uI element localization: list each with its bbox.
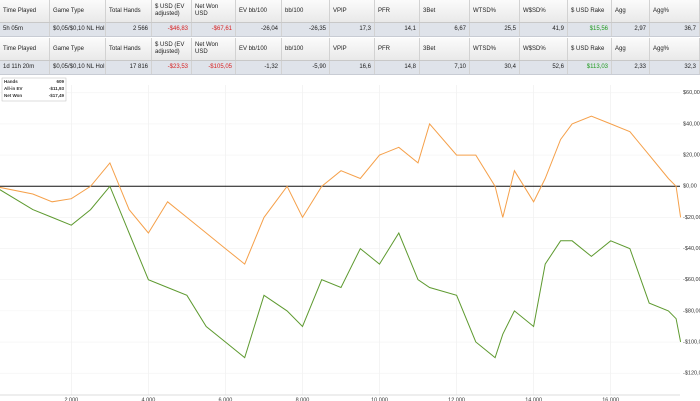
column-header[interactable]: Agg bbox=[612, 38, 650, 60]
graph: 2 000 4 000 6 000 8 000 10 000 12 000 14 000 16… bbox=[0, 76, 700, 401]
x-tick-label: 12 000 bbox=[448, 397, 465, 401]
column-header[interactable]: W$SD% bbox=[520, 38, 568, 60]
data-cell: -$105,05 bbox=[192, 61, 236, 74]
header-row: Time Played Game Type Total Hands $ USD (EV… bbox=[0, 0, 700, 23]
column-header[interactable]: Time Played bbox=[0, 38, 50, 60]
y-tick-label: -$120,00 bbox=[683, 371, 700, 377]
data-cell: -$23,53 bbox=[152, 61, 192, 74]
data-cell: 7,10 bbox=[420, 61, 470, 74]
data-cell: 2,97 bbox=[612, 23, 650, 36]
x-tick-label: 16 000 bbox=[602, 397, 619, 401]
y-tick-label: $0,00 bbox=[683, 184, 697, 190]
data-row: 1d 11h 20m $0,05/$0,10 NL Hol 17 816 -$23,5… bbox=[0, 61, 700, 75]
column-header[interactable]: Game Type bbox=[50, 0, 106, 22]
data-cell: 14,8 bbox=[375, 61, 420, 74]
column-header[interactable]: $ USD (EV adjusted) bbox=[152, 38, 192, 60]
data-cell: 41,9 bbox=[520, 23, 568, 36]
y-tick-label: -$80,00 bbox=[683, 308, 700, 314]
data-cell: 25,5 bbox=[470, 23, 520, 36]
header-row: Time Played Game Type Total Hands $ USD (EV… bbox=[0, 38, 700, 61]
x-tick-label: 2 000 bbox=[64, 397, 78, 401]
data-cell: 52,6 bbox=[520, 61, 568, 74]
data-cell: 2,33 bbox=[612, 61, 650, 74]
y-tick-label: $60,00 bbox=[683, 90, 700, 96]
column-header[interactable]: Agg bbox=[612, 0, 650, 22]
column-header[interactable]: Net Won USD bbox=[192, 0, 236, 22]
y-tick-label: -$100,00 bbox=[683, 339, 700, 345]
legend-label: Hands bbox=[4, 79, 18, 84]
data-cell: $113,03 bbox=[568, 61, 612, 74]
graph-background bbox=[0, 76, 700, 401]
column-header[interactable]: Net Won USD bbox=[192, 38, 236, 60]
column-header[interactable]: $ USD Rake bbox=[568, 0, 612, 22]
data-cell: 32,3 bbox=[650, 61, 700, 74]
y-tick-label: $20,00 bbox=[683, 153, 700, 159]
column-header[interactable]: Agg% bbox=[650, 0, 700, 22]
data-cell: 14,1 bbox=[375, 23, 420, 36]
x-tick-label: 8 000 bbox=[296, 397, 310, 401]
legend-value: -$11,93 bbox=[49, 86, 65, 91]
column-header[interactable]: Total Hands bbox=[106, 0, 152, 22]
series-line bbox=[0, 115, 682, 265]
column-header[interactable]: bb/100 bbox=[282, 0, 330, 22]
stats-table: Time Played Game Type Total Hands $ USD (EV… bbox=[0, 38, 700, 75]
column-header[interactable]: EV bb/100 bbox=[236, 0, 282, 22]
column-header[interactable]: W$SD% bbox=[520, 0, 568, 22]
column-header[interactable]: bb/100 bbox=[282, 38, 330, 60]
data-row: 5h 05m $0,05/$0,10 NL Hol 2 566 -$46,83 -$67… bbox=[0, 23, 700, 37]
legend-label: Net Won bbox=[4, 93, 22, 98]
y-tick-label: -$40,00 bbox=[683, 246, 700, 252]
data-cell: 2 566 bbox=[106, 23, 152, 36]
column-header[interactable]: PFR bbox=[375, 0, 420, 22]
data-cell: $15,56 bbox=[568, 23, 612, 36]
legend-box bbox=[1, 77, 67, 102]
x-tick-label: 4 000 bbox=[142, 397, 156, 401]
stats-legend: Hands 609 All-in EV -$11,93 Net Won -$17,49 bbox=[1, 77, 67, 102]
data-cell: -26,35 bbox=[282, 23, 330, 36]
data-cell: 5h 05m bbox=[0, 23, 50, 36]
column-header[interactable]: Total Hands bbox=[106, 38, 152, 60]
y-tick-label: -$20,00 bbox=[683, 215, 700, 221]
data-cell: $0,05/$0,10 NL Hol bbox=[50, 61, 106, 74]
data-cell: 6,67 bbox=[420, 23, 470, 36]
column-header[interactable]: EV bb/100 bbox=[236, 38, 282, 60]
data-cell: -5,90 bbox=[282, 61, 330, 74]
column-header[interactable]: $ USD (EV adjusted) bbox=[152, 0, 192, 22]
x-tick-label: 14 000 bbox=[525, 397, 542, 401]
data-cell: -$46,83 bbox=[152, 23, 192, 36]
data-cell: -26,04 bbox=[236, 23, 282, 36]
column-header[interactable]: VPIP bbox=[330, 0, 375, 22]
data-cell: 36,7 bbox=[650, 23, 700, 36]
column-header[interactable]: WTSD% bbox=[470, 38, 520, 60]
column-header[interactable]: PFR bbox=[375, 38, 420, 60]
data-cell: 1d 11h 20m bbox=[0, 61, 50, 74]
column-header[interactable]: VPIP bbox=[330, 38, 375, 60]
data-cell: 16,6 bbox=[330, 61, 375, 74]
data-cell: -$67,61 bbox=[192, 23, 236, 36]
stats-table: Time Played Game Type Total Hands $ USD (EV… bbox=[0, 0, 700, 37]
column-header[interactable]: Game Type bbox=[50, 38, 106, 60]
column-header[interactable]: $ USD Rake bbox=[568, 38, 612, 60]
data-cell: -1,32 bbox=[236, 61, 282, 74]
data-cell: $0,05/$0,10 NL Hol bbox=[50, 23, 106, 36]
column-header[interactable]: WTSD% bbox=[470, 0, 520, 22]
y-tick-label: $40,00 bbox=[683, 121, 700, 127]
y-tick-label: -$60,00 bbox=[683, 277, 700, 283]
x-tick-label: 10 000 bbox=[371, 397, 388, 401]
legend-label: All-in EV bbox=[4, 86, 23, 91]
series-line bbox=[0, 185, 682, 359]
column-header[interactable]: 3Bet bbox=[420, 38, 470, 60]
legend-value: 609 bbox=[56, 79, 64, 84]
data-cell: 17 816 bbox=[106, 61, 152, 74]
x-tick-label: 6 000 bbox=[219, 397, 233, 401]
column-header[interactable]: 3Bet bbox=[420, 0, 470, 22]
column-header[interactable]: Agg% bbox=[650, 38, 700, 60]
data-cell: 30,4 bbox=[470, 61, 520, 74]
data-cell: 17,3 bbox=[330, 23, 375, 36]
legend-value: -$17,49 bbox=[49, 93, 65, 98]
column-header[interactable]: Time Played bbox=[0, 0, 50, 22]
